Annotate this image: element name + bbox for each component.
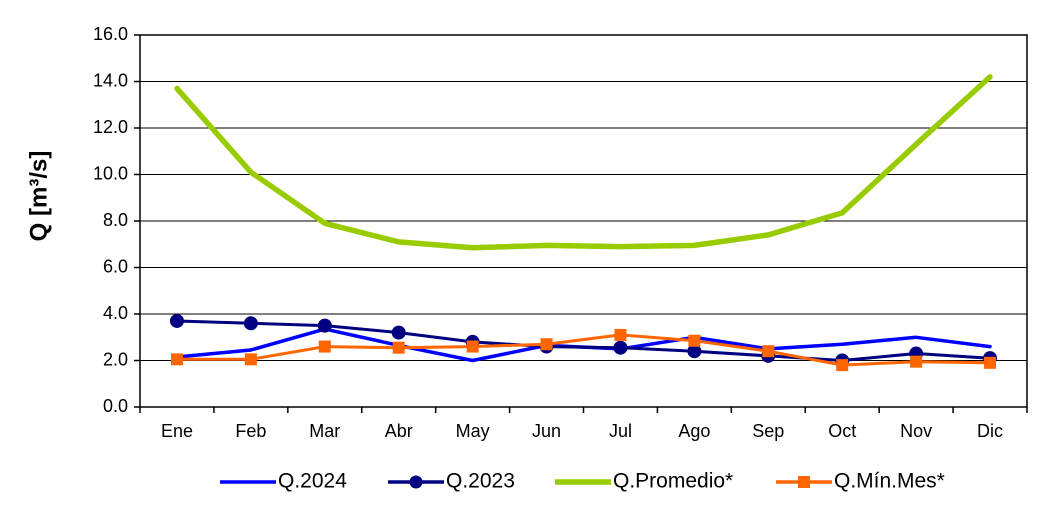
x-tick-label: May	[456, 421, 490, 441]
legend-marker	[798, 476, 810, 488]
y-tick-label: 8.0	[103, 210, 128, 230]
y-axis-label: Q [m³/s]	[25, 151, 52, 242]
data-point	[910, 355, 923, 368]
legend-label: Q.2024	[278, 470, 347, 493]
legend: Q.2024 Q.2023 Q.Promedio* Q.Mín.Mes*	[220, 470, 945, 493]
y-tick-label: 6.0	[103, 256, 128, 276]
legend-marker	[409, 475, 423, 489]
legend-label: Q.Promedio*	[613, 470, 733, 493]
data-point	[392, 341, 405, 354]
series-lines	[169, 74, 998, 372]
data-point	[243, 316, 258, 331]
x-tick-label: Oct	[828, 421, 856, 441]
y-tick-label: 14.0	[93, 70, 128, 90]
data-point	[614, 328, 627, 341]
series-line	[175, 333, 992, 367]
x-axis-ticks: Ene Feb Mar Abr May Jun Jul Ago Sep Oct Nov Dic	[139, 407, 1028, 441]
x-tick-label: Ene	[161, 421, 193, 441]
legend-label: Q.2023	[446, 470, 515, 493]
x-tick-label: Nov	[900, 421, 932, 441]
data-point	[391, 325, 406, 340]
data-point	[688, 334, 701, 347]
y-axis-ticks: 0.0 2.0 4.0 6.0 8.0 10.0 12.0 14.0 16.0	[93, 24, 140, 416]
y-tick-label: 12.0	[93, 117, 128, 137]
y-tick-label: 4.0	[103, 303, 128, 323]
data-point	[244, 353, 257, 366]
x-tick-label: Jun	[532, 421, 561, 441]
x-tick-label: Ago	[678, 421, 710, 441]
x-tick-label: Abr	[385, 421, 413, 441]
data-point	[169, 313, 184, 328]
data-point	[613, 340, 628, 355]
gridlines	[140, 81, 1027, 361]
data-point	[540, 338, 553, 351]
series-line	[174, 74, 993, 251]
data-point	[984, 356, 997, 369]
x-tick-label: Jul	[609, 421, 632, 441]
x-tick-label: Feb	[235, 421, 266, 441]
data-point	[466, 340, 479, 353]
data-point	[317, 318, 332, 333]
y-tick-label: 16.0	[93, 24, 128, 44]
series-line	[175, 319, 992, 362]
data-point	[836, 359, 849, 372]
data-point	[762, 345, 775, 358]
x-tick-label: Dic	[977, 421, 1003, 441]
x-tick-label: Sep	[752, 421, 784, 441]
data-point	[170, 353, 183, 366]
x-tick-label: Mar	[309, 421, 340, 441]
y-tick-label: 10.0	[93, 163, 128, 183]
y-tick-label: 0.0	[103, 396, 128, 416]
y-tick-label: 2.0	[103, 349, 128, 369]
data-point	[318, 340, 331, 353]
legend-label: Q.Mín.Mes*	[834, 470, 945, 493]
